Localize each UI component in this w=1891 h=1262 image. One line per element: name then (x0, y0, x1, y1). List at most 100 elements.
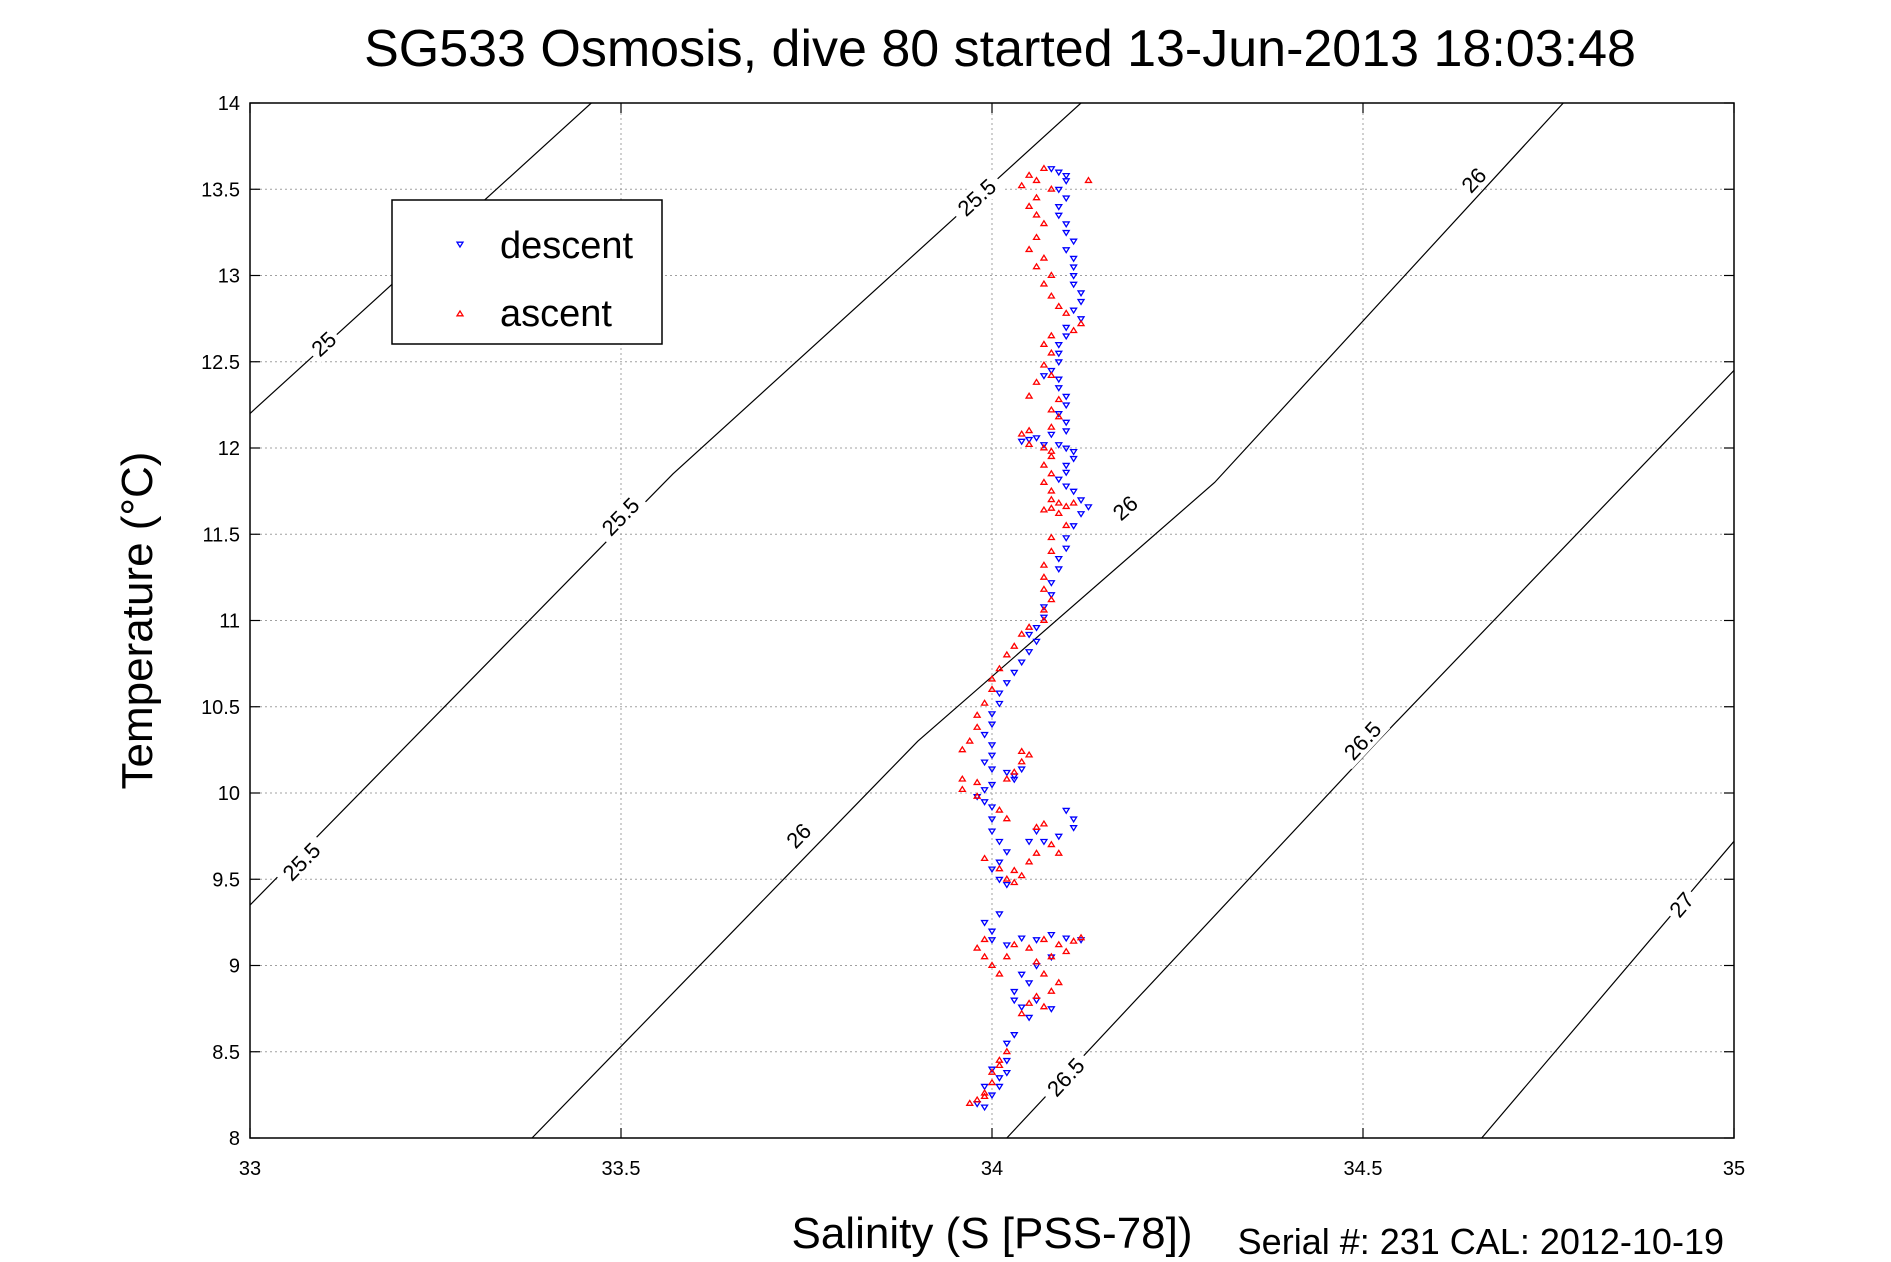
descent-point (1054, 186, 1063, 194)
ascent-point (1010, 768, 1019, 775)
descent-point (995, 859, 1004, 867)
descent-point (1010, 997, 1019, 1005)
legend: descent ascent (391, 199, 663, 345)
descent-point (980, 787, 989, 794)
x-tick-label: 34.5 (1344, 1158, 1383, 1180)
contour-label-backdrop (273, 832, 330, 890)
ascent-point (987, 961, 997, 968)
ascent-point (1010, 940, 1019, 948)
ascent-point (1047, 405, 1056, 413)
ascent-point (1039, 461, 1049, 468)
ascent-point (987, 1068, 997, 1075)
ascent-point (1062, 521, 1071, 529)
ascent-point (972, 1095, 982, 1103)
ascent-point (1084, 176, 1093, 184)
ascent-point (1032, 233, 1041, 240)
ascent-point (1024, 426, 1034, 434)
descent-point (980, 759, 989, 767)
ascent-point (1039, 573, 1049, 580)
ascent-point (1047, 547, 1056, 554)
y-tick-label: 13 (218, 266, 240, 288)
ascent-point (1047, 504, 1056, 511)
descent-point (1039, 373, 1049, 380)
descent-point (987, 766, 997, 774)
descent-point (1047, 592, 1056, 599)
ascent-point (1039, 443, 1049, 451)
descent-point (1069, 488, 1078, 496)
ascent-point (1017, 630, 1026, 637)
descent-point (995, 876, 1004, 884)
ascent-point (1054, 302, 1063, 309)
descent-point (1054, 411, 1063, 418)
legend-box (391, 199, 663, 345)
ascent-point (1047, 952, 1056, 960)
descent-point (1002, 769, 1012, 777)
y-tick-label: 12.5 (201, 352, 240, 374)
ascent-point (1010, 878, 1019, 886)
descent-point (1010, 669, 1019, 677)
descent-point (1047, 932, 1056, 939)
ascent-point (1024, 245, 1034, 253)
ascent-point (1047, 840, 1056, 848)
ascent-point (1024, 440, 1034, 447)
ascent-point (972, 944, 982, 951)
contour-label-backdrop (1453, 160, 1494, 200)
ascent-point (958, 745, 967, 753)
data-series (958, 164, 1093, 1112)
descent-point (1054, 342, 1063, 349)
descent-point (1062, 535, 1071, 542)
descent-point (995, 911, 1004, 918)
descent-point (995, 690, 1004, 698)
ascent-point (1032, 823, 1041, 830)
descent-point (1002, 1040, 1012, 1048)
series-ascent (958, 164, 1093, 1106)
contour-label-backdrop (592, 487, 649, 545)
descent-point (995, 1083, 1004, 1091)
descent-point (1047, 431, 1056, 439)
ascent-point (1002, 774, 1012, 782)
descent-point (1062, 229, 1071, 237)
descent-point (1076, 497, 1086, 504)
x-tick-label: 34 (981, 1158, 1003, 1180)
descent-point (987, 1092, 997, 1100)
ascent-point (972, 711, 982, 718)
ascent-point (1054, 509, 1063, 516)
ascent-point (1076, 933, 1086, 941)
ascent-point (1002, 952, 1012, 960)
ascent-point (1039, 478, 1049, 485)
y-tick-label: 14 (218, 93, 240, 115)
ascent-point (958, 774, 967, 782)
descent-point (995, 1075, 1004, 1082)
descent-point (987, 866, 997, 874)
ascent-point (980, 1088, 989, 1096)
descent-point (1017, 935, 1026, 943)
descent-point (987, 752, 997, 760)
descent-point (1062, 462, 1071, 470)
ascent-point (1032, 210, 1041, 218)
descent-point (1017, 438, 1026, 446)
y-tick-label: 11.5 (203, 524, 240, 546)
ascent-point (1054, 978, 1063, 986)
descent-point (1032, 435, 1041, 442)
descent-point (1010, 988, 1019, 996)
descent-point (987, 721, 997, 729)
descent-point (1017, 1004, 1026, 1012)
descent-point (1047, 166, 1056, 173)
y-tick-label: 13.5 (201, 179, 240, 201)
descent-point (1062, 402, 1071, 410)
descent-point (1069, 264, 1078, 272)
ascent-point (1032, 957, 1041, 965)
ascent-point (958, 785, 967, 792)
descent-point (1069, 523, 1078, 530)
descent-point (1002, 1070, 1012, 1077)
descent-point (1010, 1032, 1019, 1039)
descent-point (1069, 825, 1078, 832)
descent-point (1069, 255, 1078, 263)
ascent-point (1062, 502, 1071, 510)
ascent-point (1039, 360, 1049, 368)
descent-point (1054, 442, 1063, 449)
ascent-point (1062, 947, 1071, 955)
ascent-point (1047, 469, 1056, 477)
descent-point (995, 700, 1004, 708)
